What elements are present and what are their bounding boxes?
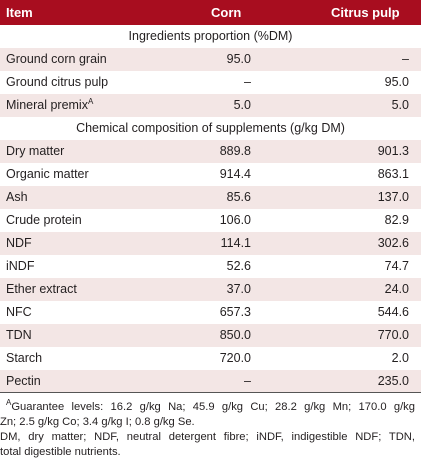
row-label-text: Mineral premix xyxy=(6,98,88,112)
row-label: Ground citrus pulp xyxy=(6,75,109,89)
supplement-table: Item Corn Citrus pulp Ingredients propor… xyxy=(0,0,421,393)
composition-rows: Dry matter 889.8 901.3 Organic matter 914.4 8… xyxy=(0,140,421,393)
footnote-marker: A xyxy=(87,97,94,106)
table-row: NDF 114.1 302.6 xyxy=(0,232,421,255)
row-label: NFC xyxy=(6,305,32,319)
header-item: Item xyxy=(6,5,33,20)
table-row: iNDF 52.6 74.7 xyxy=(0,255,421,278)
citrus-value: 770.0 xyxy=(377,328,409,342)
citrus-value: 137.0 xyxy=(377,190,409,204)
row-label: Pectin xyxy=(6,374,41,388)
footnote-a-cont: Zn; 2.5 g/kg Co; 3.4 g/kg I; 0.8 g/kg Se… xyxy=(0,416,195,428)
corn-value: – xyxy=(244,75,251,89)
citrus-value: 544.6 xyxy=(377,305,409,319)
row-label: Starch xyxy=(6,351,43,365)
corn-value: – xyxy=(244,374,251,388)
footnote-abbreviations: DM, dry matter; NDF, neutral detergent f… xyxy=(0,431,415,443)
citrus-value: 302.6 xyxy=(377,236,409,250)
corn-value: 657.3 xyxy=(219,305,251,319)
table-row: TDN 850.0 770.0 xyxy=(0,324,421,347)
section-title: Ingredients proportion (%DM) xyxy=(128,29,293,43)
corn-value: 114.1 xyxy=(220,236,251,250)
citrus-value: 863.1 xyxy=(377,167,409,181)
section-heading-composition: Chemical composition of supplements (g/k… xyxy=(0,117,421,140)
corn-value: 5.0 xyxy=(233,98,251,112)
header-corn: Corn xyxy=(211,5,242,20)
footnote-abbreviations-cont: total digestible nutrients. xyxy=(0,446,121,458)
citrus-value: 82.9 xyxy=(384,213,409,227)
row-label: NDF xyxy=(6,236,32,250)
row-label: Dry matter xyxy=(6,144,65,158)
corn-value: 106.0 xyxy=(219,213,251,227)
citrus-value: 95.0 xyxy=(384,75,409,89)
citrus-value: 901.3 xyxy=(377,144,409,158)
table-row: Mineral premixA 5.0 5.0 xyxy=(0,94,421,117)
corn-value: 914.4 xyxy=(219,167,251,181)
row-label: Ground corn grain xyxy=(6,52,107,66)
footnote-a-marker: A xyxy=(6,398,12,407)
citrus-value: 235.0 xyxy=(377,374,409,388)
citrus-value: 2.0 xyxy=(391,351,409,365)
citrus-value: – xyxy=(402,52,409,66)
row-label: Ash xyxy=(6,190,28,204)
table-row: Organic matter 914.4 863.1 xyxy=(0,163,421,186)
corn-value: 720.0 xyxy=(219,351,251,365)
header-citrus-pulp: Citrus pulp xyxy=(331,5,400,20)
citrus-value: 74.7 xyxy=(384,259,409,273)
corn-value: 37.0 xyxy=(226,282,251,296)
footnote-a-line1: Guarantee levels: 16.2 g/kg Na; 45.9 g/k… xyxy=(11,401,415,413)
table-row: Ground corn grain 95.0 – xyxy=(0,48,421,71)
section-heading-ingredients: Ingredients proportion (%DM) xyxy=(0,25,421,48)
section-title: Chemical composition of supplements (g/k… xyxy=(76,121,345,135)
corn-value: 85.6 xyxy=(226,190,251,204)
table-row: Starch 720.0 2.0 xyxy=(0,347,421,370)
corn-value: 889.8 xyxy=(219,144,251,158)
table-row: Dry matter 889.8 901.3 xyxy=(0,140,421,163)
row-label: Crude protein xyxy=(6,213,82,227)
table-row: Ground citrus pulp – 95.0 xyxy=(0,71,421,94)
footnote-a: AGuarantee levels: 16.2 g/kg Na; 45.9 g/… xyxy=(0,398,421,415)
table-row: Ether extract 37.0 24.0 xyxy=(0,278,421,301)
footnotes: AGuarantee levels: 16.2 g/kg Na; 45.9 g/… xyxy=(0,398,421,460)
row-label: iNDF xyxy=(6,259,35,273)
corn-value: 95.0 xyxy=(226,52,251,66)
row-label: Organic matter xyxy=(6,167,89,181)
corn-value: 850.0 xyxy=(219,328,251,342)
table-header: Item Corn Citrus pulp xyxy=(0,0,421,25)
table-bottom-rule xyxy=(0,392,421,393)
row-label: Ether extract xyxy=(6,282,77,296)
citrus-value: 24.0 xyxy=(384,282,409,296)
citrus-value: 5.0 xyxy=(391,98,409,112)
table-row: Crude protein 106.0 82.9 xyxy=(0,209,421,232)
table-row: Pectin – 235.0 xyxy=(0,370,421,393)
table-row: Ash 85.6 137.0 xyxy=(0,186,421,209)
corn-value: 52.6 xyxy=(226,259,251,273)
table-row: NFC 657.3 544.6 xyxy=(0,301,421,324)
row-label: Mineral premixA xyxy=(6,97,94,113)
row-label: TDN xyxy=(6,328,32,342)
